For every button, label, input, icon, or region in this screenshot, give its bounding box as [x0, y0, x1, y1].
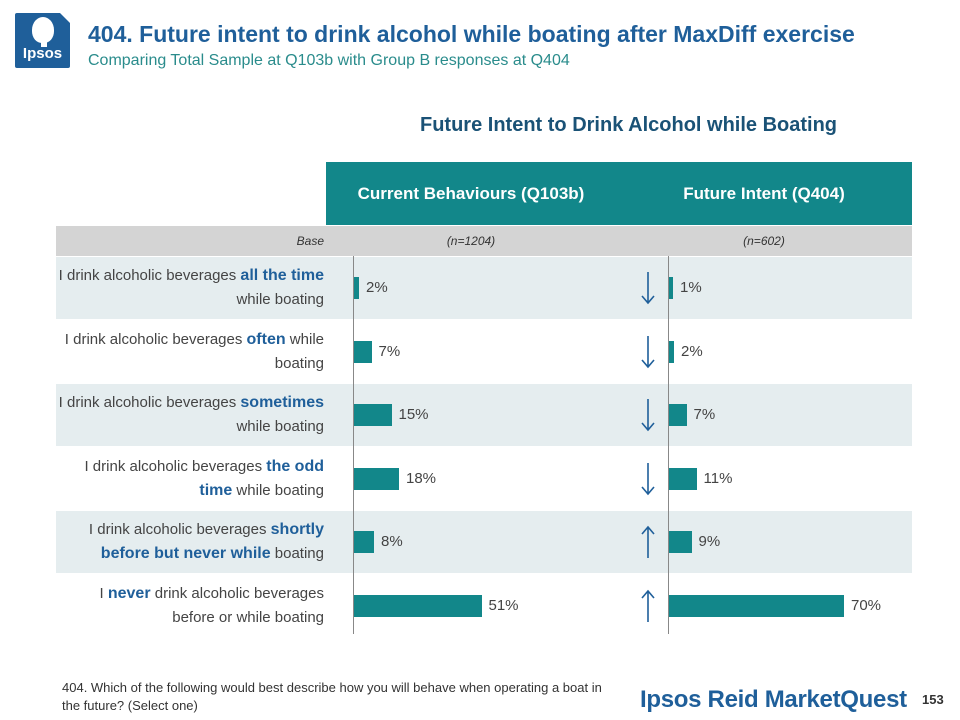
brand-logo-text: Ipsos Reid MarketQuest	[640, 686, 907, 713]
base-label: Base	[296, 234, 324, 248]
category-label-emphasis: sometimes	[240, 394, 324, 411]
arrow-down-icon	[641, 399, 655, 432]
arrow-down-icon	[641, 272, 655, 305]
data-label-current: 2%	[366, 279, 388, 296]
series-header-future: Future Intent (Q404)	[683, 184, 845, 203]
category-label-text: I drink alcoholic beverages	[88, 521, 271, 538]
row-background	[56, 511, 912, 573]
bar-future	[669, 340, 674, 363]
bar-future	[669, 404, 687, 426]
ipsos-logo: Ipsos	[15, 13, 70, 68]
arrow-down-icon	[641, 462, 655, 495]
bar-future	[669, 277, 673, 299]
bar-current	[354, 594, 482, 617]
category-label-emphasis: often	[246, 330, 286, 348]
category-label-text: while boating	[232, 481, 324, 499]
data-label-future: 7%	[693, 406, 716, 423]
row-background	[56, 257, 912, 319]
category-label-emphasis: the odd time	[199, 457, 324, 499]
category-label-text: drink alcoholic beverages before or whil…	[150, 584, 324, 626]
category-label-emphasis: shortly before but never while	[100, 521, 324, 562]
bar-current	[354, 277, 359, 299]
category-label-text: I	[99, 584, 108, 602]
future-axis-line	[668, 256, 669, 634]
arrow-up-icon	[641, 525, 655, 558]
category-label-text: I drink alcoholic beverages	[84, 457, 267, 475]
question-footnote: 404. Which of the following would best d…	[62, 680, 602, 713]
arrow-up-icon	[641, 589, 655, 622]
category-label: I drink alcoholic beverages often while …	[56, 328, 324, 376]
bar-current	[354, 404, 392, 426]
page-subtitle: Comparing Total Sample at Q103b with Gro…	[88, 52, 570, 69]
data-label-current: 8%	[381, 533, 403, 550]
category-label-text: boating	[270, 545, 324, 562]
category-label-text: I drink alcoholic beverages	[64, 330, 247, 348]
logo-corner-fold	[60, 13, 70, 23]
category-label-text: while boating	[236, 418, 324, 435]
chart-title: Future Intent to Drink Alcohol while Boa…	[420, 114, 838, 136]
column-header-band	[326, 162, 912, 225]
base-row	[56, 226, 912, 256]
category-label-text: I drink alcoholic beverages	[58, 394, 241, 411]
data-label-current: 18%	[406, 469, 437, 487]
category-label: I drink alcoholic beverages the odd time…	[56, 455, 324, 503]
bar-current	[354, 467, 399, 490]
category-label-emphasis: never	[107, 584, 151, 602]
bar-future	[669, 467, 697, 490]
category-label-text: while boating	[236, 291, 324, 308]
data-label-future: 70%	[851, 596, 882, 614]
bar-future	[669, 531, 692, 553]
logo-text: Ipsos	[22, 45, 63, 62]
category-label: I drink alcoholic beverages shortly befo…	[56, 518, 324, 566]
base-n-future: (n=602)	[743, 234, 785, 248]
category-label-emphasis: all the time	[240, 267, 324, 284]
data-label-current: 15%	[398, 406, 429, 423]
data-label-future: 11%	[703, 469, 733, 487]
logo-mark-tail	[41, 37, 47, 47]
base-n-current: (n=1204)	[446, 234, 496, 248]
logo-mark-icon	[32, 17, 54, 43]
data-label-future: 9%	[698, 533, 721, 550]
category-label: I never drink alcoholic beverages before…	[56, 582, 324, 630]
arrow-down-icon	[641, 335, 655, 368]
data-label-current: 51%	[488, 596, 519, 614]
data-label-future: 1%	[680, 279, 702, 296]
category-label: I drink alcoholic beverages all the time…	[56, 264, 324, 312]
bar-current	[354, 531, 374, 553]
current-axis-line	[353, 256, 354, 634]
bar-current	[354, 340, 372, 363]
category-label-text: I drink alcoholic beverages	[58, 267, 241, 284]
bar-future	[669, 594, 844, 617]
data-label-future: 2%	[681, 342, 703, 360]
series-header-current: Current Behaviours (Q103b)	[357, 184, 585, 203]
row-background	[56, 384, 912, 446]
category-label-text: while boating	[274, 330, 324, 372]
data-label-current: 7%	[378, 342, 401, 360]
category-label: I drink alcoholic beverages sometimes wh…	[56, 391, 324, 439]
page-number: 153	[922, 692, 944, 707]
page-title: 404. Future intent to drink alcohol whil…	[88, 21, 855, 47]
